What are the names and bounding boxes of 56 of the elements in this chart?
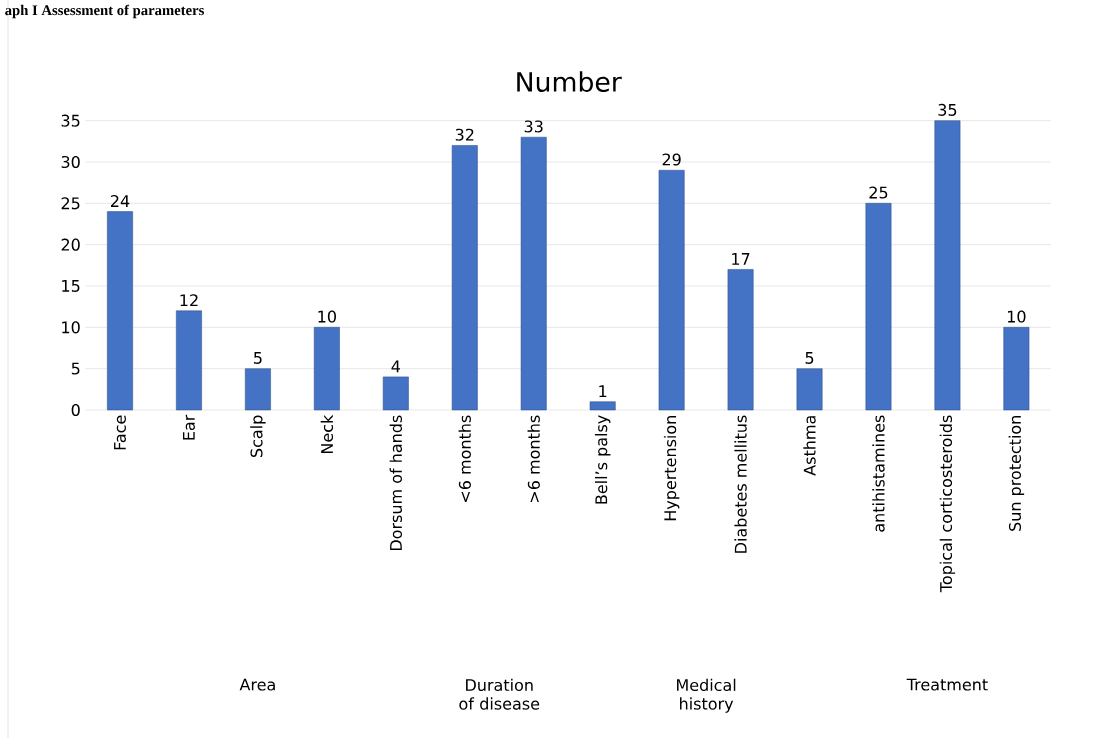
bar: [934, 120, 961, 411]
y-tick-label: 25: [61, 197, 80, 210]
x-tick-label: >6 months: [527, 415, 540, 502]
chart-title: Number: [517, 71, 622, 92]
y-tick-label: 10: [62, 321, 80, 334]
bar: [658, 169, 685, 411]
bar: [382, 376, 409, 411]
bar: [176, 310, 202, 411]
y-tick-label: 0: [71, 403, 80, 417]
x-tick-label: Sun protection: [1008, 416, 1025, 531]
data-label: 10: [1007, 310, 1026, 323]
x-tick-label: Dorsum of hands: [389, 415, 403, 551]
data-label: 1: [599, 385, 607, 398]
data-label: 5: [254, 352, 262, 364]
x-tick-label: Neck: [320, 414, 334, 454]
y-tick-label: 20: [61, 238, 80, 251]
bar: [244, 368, 271, 411]
y-tick-label: 35: [61, 114, 80, 127]
data-label: 29: [662, 153, 681, 166]
bar: [520, 136, 547, 411]
data-label: 32: [455, 128, 474, 141]
text: aph I Assessment of parameters: [5, 4, 204, 19]
bar: [796, 368, 823, 411]
x-tick-label: Scalp: [250, 415, 266, 458]
bar: [589, 401, 616, 411]
bar: [107, 211, 133, 411]
x-tick-label: Face: [114, 415, 126, 450]
data-label: 25: [869, 186, 888, 199]
x-tick-label: Asthma: [803, 416, 816, 476]
x-tick-label: Diabetes mellitus: [734, 415, 747, 553]
x-tick-label: <6 months: [458, 415, 471, 502]
y-tick-label: 30: [61, 155, 80, 169]
data-label: 24: [111, 195, 130, 207]
x-tick-label: antihistamines: [872, 415, 885, 532]
data-label: 12: [180, 294, 198, 307]
bar: [313, 327, 340, 411]
x-tick-label: Topical corticosteroids: [939, 415, 956, 593]
bar: [727, 269, 754, 411]
y-tick-label: 5: [71, 362, 80, 375]
data-label: 4: [391, 360, 401, 373]
x-tick-label: Ear: [183, 414, 195, 440]
text: Area: [239, 678, 275, 691]
data-label: 33: [524, 120, 543, 133]
data-label: 10: [318, 310, 336, 323]
text: Treatment: [906, 678, 988, 691]
bar: [865, 203, 892, 411]
y-tick-label: 15: [62, 280, 80, 292]
bar: [1003, 327, 1030, 411]
data-label: 17: [732, 253, 750, 265]
bar: [451, 145, 478, 411]
text: Medical history: [677, 678, 736, 713]
data-label: 5: [805, 352, 814, 364]
x-tick-label: Bell’s palsy: [594, 415, 611, 504]
x-tick-label: Hypertension: [663, 416, 680, 521]
data-label: 35: [938, 103, 957, 116]
text: Duration of disease: [459, 678, 540, 710]
